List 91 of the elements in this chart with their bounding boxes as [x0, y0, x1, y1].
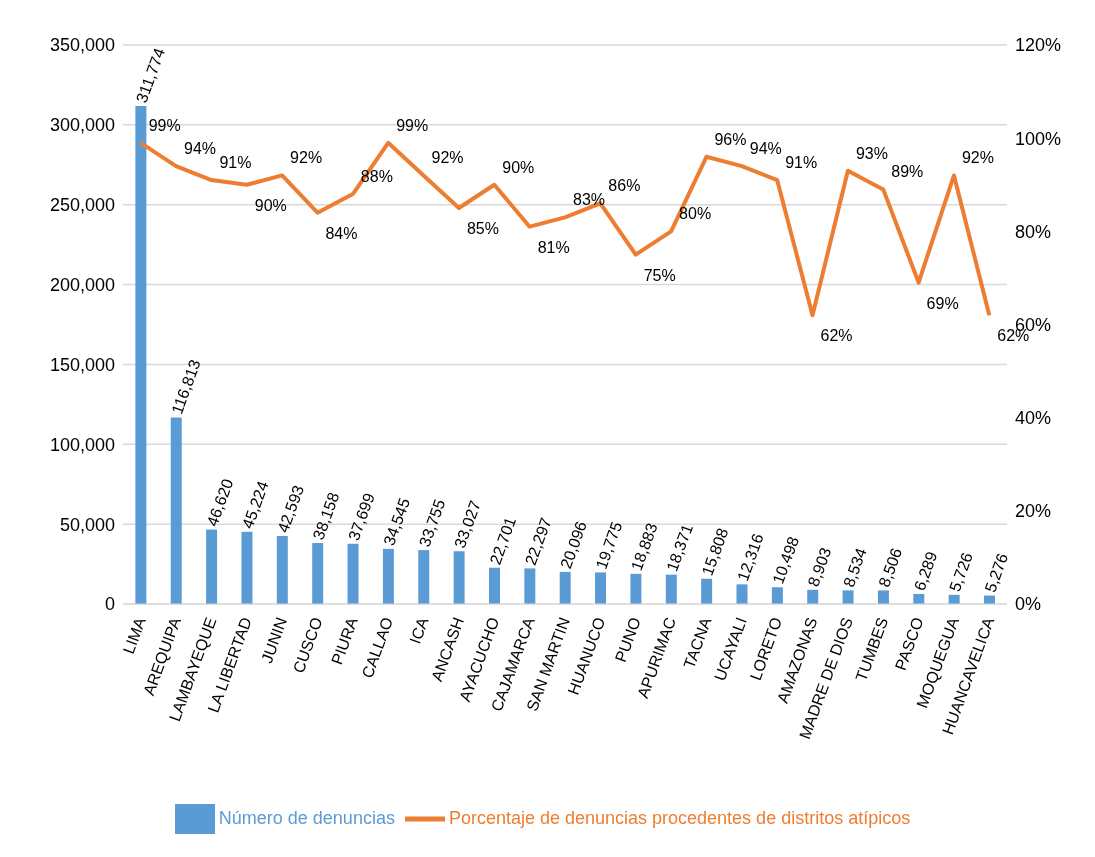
y2-tick-label: 120% — [1015, 35, 1062, 56]
bar — [771, 587, 783, 604]
legend-label: Número de denuncias — [218, 807, 395, 828]
y-tick-label: 0 — [104, 594, 115, 615]
data-label: 37,699 — [345, 490, 378, 543]
data-label: 92% — [290, 149, 323, 167]
data-label: 42,593 — [274, 482, 308, 535]
y2-tick-label: 80% — [1015, 221, 1052, 242]
data-label: 45,224 — [238, 478, 272, 531]
data-label: 20,096 — [557, 518, 590, 571]
bar — [382, 548, 394, 604]
data-label: 38,158 — [309, 490, 343, 542]
data-label: 81% — [537, 238, 570, 256]
bar — [877, 590, 889, 604]
bar — [524, 568, 536, 604]
bar — [701, 578, 713, 604]
data-label: 85% — [466, 220, 499, 238]
data-label: 6,289 — [910, 549, 941, 593]
data-label: 75% — [643, 266, 676, 284]
data-label: 33,755 — [415, 497, 449, 549]
data-label: 46,620 — [203, 476, 237, 529]
y-tick-label: 150,000 — [49, 354, 115, 375]
bar — [418, 550, 430, 604]
y-tick-label: 350,000 — [49, 35, 115, 56]
bar — [665, 574, 677, 604]
data-label: 80% — [679, 205, 712, 223]
data-label: 94% — [184, 140, 217, 158]
x-tick-label: LIMA — [119, 614, 149, 656]
data-label: 18,371 — [663, 521, 697, 574]
bar — [559, 571, 571, 604]
data-label: 8,506 — [875, 545, 906, 590]
data-label: 34,545 — [380, 495, 414, 548]
data-label: 90% — [502, 158, 535, 176]
data-label: 91% — [785, 154, 818, 172]
x-tick-label: ICA — [406, 614, 432, 646]
data-label: 5,726 — [946, 550, 976, 594]
data-label: 94% — [749, 140, 782, 158]
data-label: 83% — [573, 191, 606, 209]
bar — [736, 584, 748, 604]
data-label: 12,316 — [734, 531, 767, 584]
bar — [241, 531, 253, 604]
bar — [453, 551, 465, 604]
data-label: 8,534 — [840, 545, 870, 590]
y-tick-label: 300,000 — [49, 115, 115, 136]
y2-tick-label: 100% — [1015, 128, 1062, 149]
data-label: 33,027 — [451, 498, 484, 551]
x-tick-label: PUNO — [611, 615, 644, 665]
data-label: 89% — [891, 163, 924, 181]
bar — [913, 593, 925, 604]
data-label: 92% — [961, 149, 994, 167]
data-label: 96% — [714, 130, 747, 148]
y2-tick-label: 0% — [1015, 594, 1042, 615]
bar — [807, 589, 819, 604]
bar — [595, 572, 607, 604]
bar — [312, 543, 324, 604]
data-label: 92% — [431, 149, 464, 167]
data-label: 18,883 — [627, 520, 661, 573]
bar — [206, 529, 218, 604]
data-label: 22,701 — [486, 514, 520, 567]
y-tick-label: 200,000 — [49, 274, 115, 295]
data-label: 99% — [396, 116, 429, 134]
data-label: 10,498 — [769, 534, 803, 587]
data-label: 69% — [926, 294, 959, 312]
y-tick-label: 100,000 — [49, 434, 115, 455]
bar — [842, 590, 854, 604]
data-label: 62% — [820, 327, 853, 345]
x-tick-label: JUNIN — [258, 615, 291, 666]
data-label: 86% — [608, 177, 641, 195]
bar — [276, 535, 288, 604]
bar — [630, 573, 642, 604]
bar — [135, 106, 147, 604]
data-label: 84% — [325, 224, 358, 242]
data-label: 99% — [148, 116, 181, 134]
data-label: 90% — [254, 196, 287, 214]
y2-tick-label: 20% — [1015, 501, 1052, 522]
data-label: 22,297 — [521, 515, 555, 568]
data-label: 91% — [219, 154, 252, 172]
y-tick-label: 50,000 — [59, 514, 115, 535]
data-label: 8,903 — [804, 545, 835, 589]
data-label: 5,276 — [981, 550, 1012, 595]
x-tick-label: CUSCO — [289, 615, 326, 676]
data-label: 15,808 — [698, 525, 732, 578]
bar — [170, 417, 182, 604]
bar — [488, 567, 500, 604]
legend-label: Porcentaje de denuncias procedentes de distritos atípicos — [448, 807, 911, 828]
data-label: 19,775 — [592, 519, 626, 572]
data-label: 93% — [855, 144, 888, 162]
y-tick-label: 250,000 — [49, 195, 115, 216]
x-tick-label: PIURA — [328, 614, 361, 667]
y2-tick-label: 40% — [1015, 408, 1052, 429]
bar — [347, 543, 359, 604]
